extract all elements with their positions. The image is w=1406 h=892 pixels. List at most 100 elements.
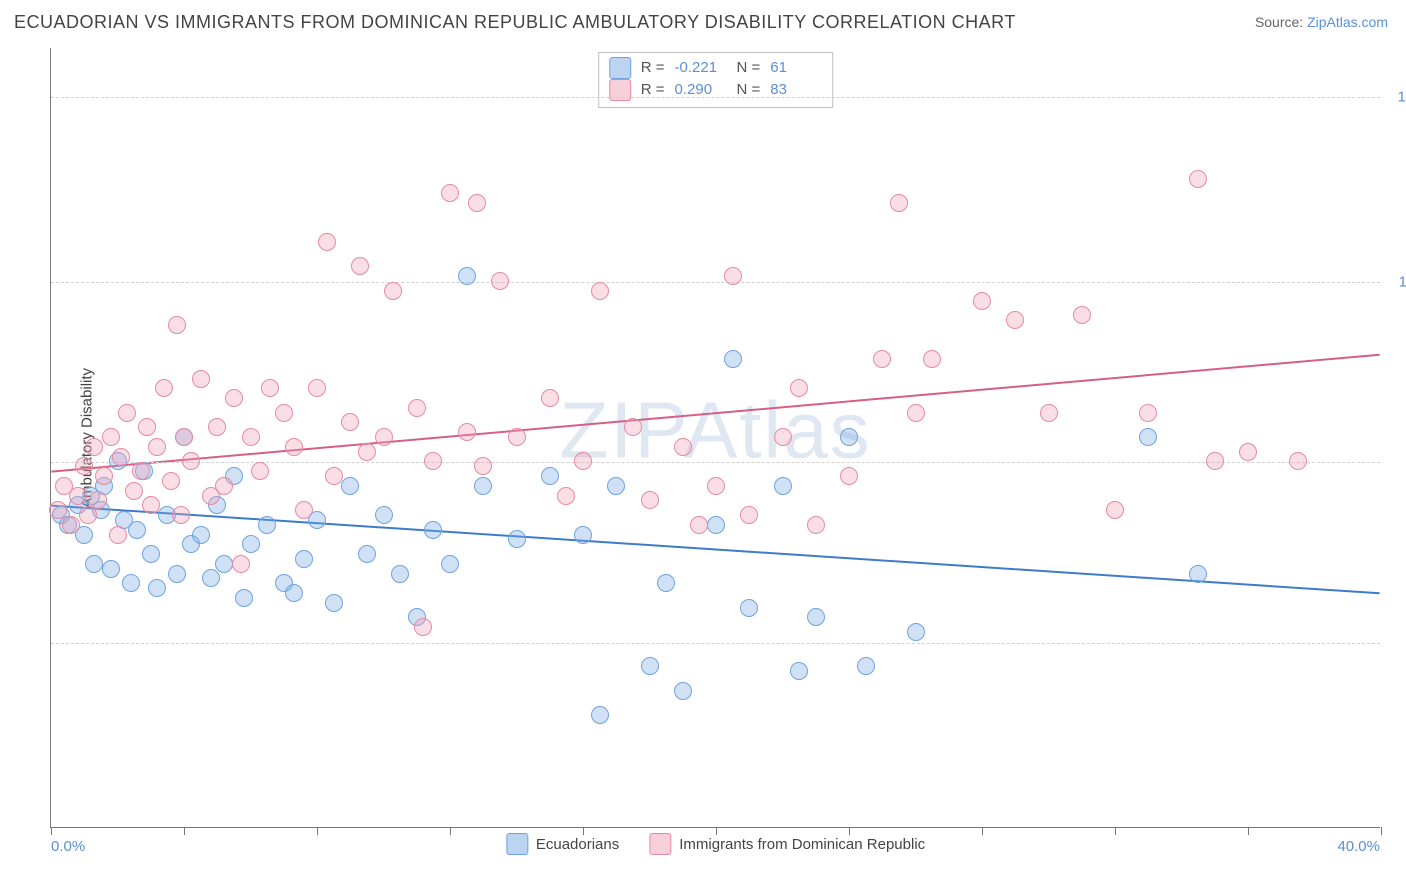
data-point-b	[295, 501, 313, 519]
data-point-b	[75, 457, 93, 475]
data-point-b	[261, 379, 279, 397]
x-axis-min-label: 0.0%	[51, 838, 85, 855]
x-tick	[583, 827, 584, 835]
data-point-b	[1006, 311, 1024, 329]
data-point-a	[242, 535, 260, 553]
data-point-b	[49, 501, 67, 519]
data-point-a	[607, 477, 625, 495]
data-point-b	[508, 428, 526, 446]
y-tick-label: 11.2%	[1399, 274, 1406, 291]
data-point-b	[341, 413, 359, 431]
data-point-b	[591, 282, 609, 300]
stat-R-value-a: -0.221	[675, 57, 727, 79]
legend-label-a: Ecuadorians	[536, 836, 619, 853]
data-point-b	[557, 487, 575, 505]
data-point-b	[375, 428, 393, 446]
data-point-b	[351, 257, 369, 275]
data-point-b	[132, 462, 150, 480]
data-point-b	[125, 482, 143, 500]
gridline-h	[51, 643, 1380, 644]
legend-item-b: Immigrants from Dominican Republic	[649, 833, 925, 855]
data-point-a	[285, 584, 303, 602]
data-point-a	[674, 682, 692, 700]
data-point-a	[474, 477, 492, 495]
data-point-b	[468, 194, 486, 212]
data-point-b	[62, 516, 80, 534]
y-tick-label: 15.0%	[1397, 88, 1406, 105]
data-point-b	[208, 418, 226, 436]
scatter-plot: ZIPAtlas Ambulatory Disability R =-0.221…	[50, 48, 1380, 828]
x-tick	[51, 827, 52, 835]
data-point-a	[295, 550, 313, 568]
data-point-b	[807, 516, 825, 534]
data-point-a	[508, 530, 526, 548]
stats-legend-box: R =-0.221N =61R =0.290N =83	[598, 52, 834, 108]
x-tick	[982, 827, 983, 835]
legend-swatch-a	[506, 833, 528, 855]
x-tick	[317, 827, 318, 835]
data-point-b	[192, 370, 210, 388]
data-point-b	[358, 443, 376, 461]
data-point-a	[128, 521, 146, 539]
data-point-b	[1289, 452, 1307, 470]
data-point-b	[118, 404, 136, 422]
legend-item-a: Ecuadorians	[506, 833, 619, 855]
chart-title: ECUADORIAN VS IMMIGRANTS FROM DOMINICAN …	[14, 12, 1016, 33]
data-point-a	[458, 267, 476, 285]
stat-R-label: R =	[641, 57, 665, 79]
source-attribution: Source: ZipAtlas.com	[1255, 14, 1388, 30]
data-point-b	[1040, 404, 1058, 422]
data-point-b	[1206, 452, 1224, 470]
data-point-b	[458, 423, 476, 441]
stats-row-a: R =-0.221N =61	[609, 57, 823, 79]
data-point-a	[641, 657, 659, 675]
data-point-a	[774, 477, 792, 495]
data-point-b	[155, 379, 173, 397]
data-point-b	[148, 438, 166, 456]
gridline-h	[51, 97, 1380, 98]
data-point-a	[192, 526, 210, 544]
x-tick	[849, 827, 850, 835]
data-point-b	[275, 404, 293, 422]
data-point-b	[175, 428, 193, 446]
data-point-a	[441, 555, 459, 573]
gridline-h	[51, 282, 1380, 283]
data-point-b	[215, 477, 233, 495]
data-point-b	[1073, 306, 1091, 324]
data-point-a	[541, 467, 559, 485]
data-point-b	[325, 467, 343, 485]
x-tick	[1248, 827, 1249, 835]
data-point-b	[384, 282, 402, 300]
data-point-a	[840, 428, 858, 446]
data-point-a	[740, 599, 758, 617]
data-point-b	[308, 379, 326, 397]
data-point-b	[474, 457, 492, 475]
data-point-b	[740, 506, 758, 524]
stat-N-label: N =	[737, 57, 761, 79]
data-point-a	[807, 608, 825, 626]
data-point-b	[690, 516, 708, 534]
data-point-b	[408, 399, 426, 417]
data-point-b	[95, 467, 113, 485]
data-point-a	[258, 516, 276, 534]
data-point-b	[168, 316, 186, 334]
data-point-b	[162, 472, 180, 490]
data-point-b	[112, 448, 130, 466]
data-point-b	[641, 491, 659, 509]
x-tick	[1381, 827, 1382, 835]
data-point-a	[707, 516, 725, 534]
legend-label-b: Immigrants from Dominican Republic	[679, 836, 925, 853]
data-point-a	[215, 555, 233, 573]
data-point-b	[138, 418, 156, 436]
data-point-a	[168, 565, 186, 583]
data-point-a	[724, 350, 742, 368]
source-link[interactable]: ZipAtlas.com	[1307, 14, 1388, 30]
stats-swatch-a	[609, 57, 631, 79]
data-point-b	[624, 418, 642, 436]
data-point-b	[873, 350, 891, 368]
data-point-b	[1106, 501, 1124, 519]
data-point-b	[707, 477, 725, 495]
data-point-a	[358, 545, 376, 563]
data-point-a	[591, 706, 609, 724]
data-point-b	[85, 438, 103, 456]
